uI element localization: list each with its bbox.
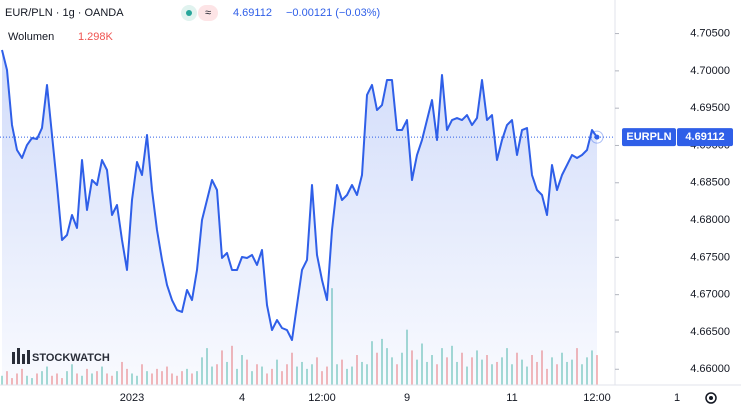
icon: ≈ — [205, 7, 211, 19]
y-tick-label: 4.66500 — [690, 326, 730, 338]
y-tick-label: 4.69500 — [690, 102, 730, 114]
settings-icon[interactable] — [705, 392, 717, 404]
x-tick-label: 4 — [239, 392, 245, 404]
logo-text: STOCKWATCH — [32, 352, 110, 364]
x-tick-label: 9 — [404, 392, 410, 404]
x-tick-label: 12:00 — [583, 392, 611, 404]
area — [2, 49, 597, 386]
logo: STOCKWATCH — [12, 348, 110, 364]
y-tick-label: 4.70000 — [690, 65, 730, 77]
volume-value: 1.298K — [78, 31, 114, 43]
price-change: −0.00121 (−0.03%) — [286, 7, 380, 19]
last-price: 4.69112 — [233, 7, 272, 19]
icon — [186, 10, 192, 16]
symbol-label: EURPLN — [626, 131, 671, 143]
price-line — [1, 49, 598, 342]
price-box — [677, 128, 733, 147]
last-point — [594, 134, 600, 140]
volume-legend: Wolumen — [8, 31, 54, 43]
last-point — [590, 130, 604, 144]
price-box-label: 4.69112 — [685, 131, 724, 143]
y-tick-label: 4.68500 — [690, 177, 730, 189]
y-tick-label: 4.70500 — [690, 27, 730, 39]
x-tick-label: 1 — [674, 392, 680, 404]
y-tick-label: 4.67500 — [690, 251, 730, 263]
x-tick-label: 2023 — [120, 392, 144, 404]
y-tick-label: 4.68000 — [690, 214, 730, 226]
x-tick-label: 11 — [506, 392, 517, 404]
x-tick-label: 12:00 — [308, 392, 336, 404]
chart-title: EUR/PLN · 1g · OANDA — [5, 7, 124, 19]
icon[interactable] — [198, 5, 218, 21]
symbol-box — [622, 128, 676, 147]
plot-layer — [0, 49, 615, 386]
y-tick-label: 4.67000 — [690, 289, 730, 301]
y-tick-label: 4.66000 — [690, 363, 730, 375]
